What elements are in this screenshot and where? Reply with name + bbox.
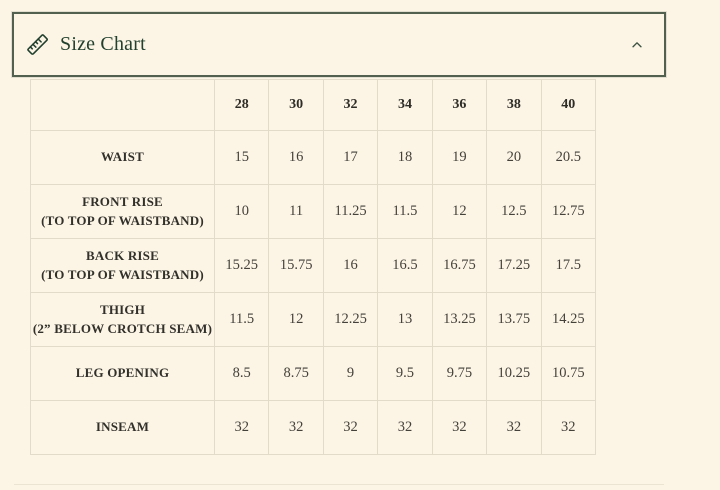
measurement-row: FRONT RISE (TO TOP OF WAISTBAND) 10 11 11.25… (30, 184, 597, 239)
measurement-label: FRONT RISE (TO TOP OF WAISTBAND) (30, 184, 215, 239)
measurement-row: WAIST 15 16 17 18 19 20 20.5 (30, 130, 597, 185)
measurement-value: 12.25 (322, 292, 379, 347)
measurement-value: 10.75 (540, 346, 597, 401)
measurement-value: 11.5 (377, 184, 433, 239)
measurement-value: 12 (431, 184, 488, 239)
measurement-value: 11.25 (322, 184, 379, 239)
measurement-row: LEG OPENING 8.5 8.75 9 9.5 9.75 10.25 10.75 (30, 346, 597, 401)
corner-cell (30, 79, 215, 131)
measurement-label: BACK RISE (TO TOP OF WAISTBAND) (30, 238, 215, 293)
size-header-row: 28 30 32 34 36 38 40 (30, 79, 597, 131)
measurement-value: 17.5 (540, 238, 597, 293)
measurement-value: 12 (268, 292, 324, 347)
measurement-value: 32 (268, 400, 324, 455)
size-column-header: 28 (213, 79, 270, 131)
measurement-value: 10.25 (486, 346, 542, 401)
measurement-value: 16 (268, 130, 324, 185)
measurement-value: 20 (486, 130, 542, 185)
measurement-value: 15 (213, 130, 270, 185)
measurement-value: 9.75 (431, 346, 488, 401)
measurement-value: 9.5 (377, 346, 433, 401)
measurement-label-line: (TO TOP OF WAISTBAND) (41, 266, 204, 282)
size-column-header: 34 (377, 79, 433, 131)
measurement-value: 32 (213, 400, 270, 455)
measurement-value: 20.5 (540, 130, 597, 185)
measurement-value: 32 (322, 400, 379, 455)
size-chart-accordion-header[interactable]: Size Chart (12, 12, 666, 77)
measurement-value: 13.75 (486, 292, 542, 347)
measurement-value: 8.5 (213, 346, 270, 401)
section-divider (14, 484, 664, 485)
measurement-value: 14.25 (540, 292, 597, 347)
measurement-value: 19 (431, 130, 488, 185)
size-column-header: 38 (486, 79, 542, 131)
measurement-value: 11 (268, 184, 324, 239)
measurement-label-line: FRONT RISE (82, 193, 163, 209)
measurement-value: 10 (213, 184, 270, 239)
measurement-row: INSEAM 32 32 32 32 32 32 32 (30, 400, 597, 455)
size-column-header: 32 (322, 79, 379, 131)
measurement-label: WAIST (30, 130, 215, 185)
measurement-value: 32 (540, 400, 597, 455)
measurement-row: BACK RISE (TO TOP OF WAISTBAND) 15.25 15.75… (30, 238, 597, 293)
ruler-icon (24, 31, 51, 58)
measurement-value: 11.5 (213, 292, 270, 347)
measurement-label-line: LEG OPENING (75, 365, 170, 381)
measurement-value: 15.75 (268, 238, 324, 293)
measurement-label-line: WAIST (101, 149, 144, 165)
measurement-label: INSEAM (30, 400, 215, 455)
measurement-value: 13.25 (431, 292, 488, 347)
measurement-value: 16.75 (431, 238, 488, 293)
measurement-value: 12.75 (540, 184, 597, 239)
measurement-label-line: THIGH (99, 301, 146, 317)
accordion-title: Size Chart (60, 33, 146, 55)
measurement-value: 8.75 (268, 346, 324, 401)
measurement-value: 32 (486, 400, 542, 455)
measurement-value: 16 (322, 238, 379, 293)
measurement-value: 32 (377, 400, 433, 455)
measurement-label-line: (TO TOP OF WAISTBAND) (41, 212, 204, 228)
measurement-value: 13 (377, 292, 433, 347)
measurement-value: 18 (377, 130, 433, 185)
measurement-value: 12.5 (486, 184, 542, 239)
measurement-label: THIGH (2” BELOW CROTCH SEAM) (30, 292, 215, 347)
measurement-row: THIGH (2” BELOW CROTCH SEAM) 11.5 12 12.25 13… (30, 292, 597, 347)
measurement-value: 16.5 (377, 238, 433, 293)
measurement-value: 17 (322, 130, 379, 185)
measurement-label: LEG OPENING (30, 346, 215, 401)
measurement-label-line: (2” BELOW CROTCH SEAM) (32, 320, 213, 336)
measurement-label-line: INSEAM (95, 419, 150, 435)
measurement-value: 17.25 (486, 238, 542, 293)
size-column-header: 40 (540, 79, 597, 131)
chevron-up-icon[interactable] (630, 38, 644, 52)
measurement-label-line: BACK RISE (86, 247, 159, 263)
size-chart-table: 28 30 32 34 36 38 40 WAIST 15 16 17 18 19 20 20.5 FRONT… (30, 79, 597, 455)
size-column-header: 30 (268, 79, 324, 131)
size-column-header: 36 (431, 79, 488, 131)
measurement-value: 9 (322, 346, 379, 401)
measurement-value: 15.25 (213, 238, 270, 293)
measurement-value: 32 (431, 400, 488, 455)
